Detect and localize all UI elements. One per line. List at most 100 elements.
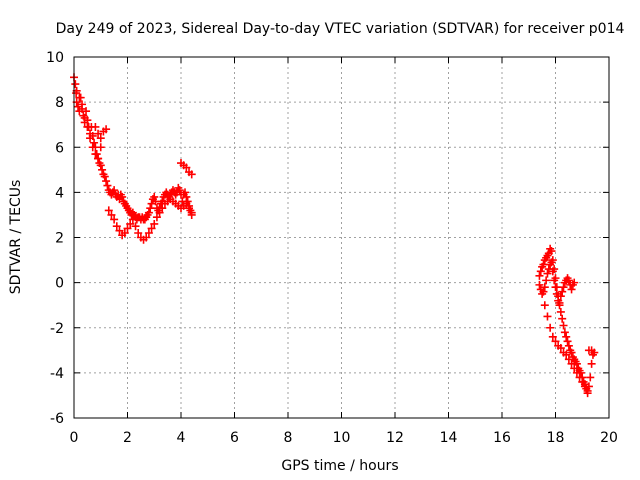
data-point	[82, 107, 91, 116]
data-point	[102, 125, 111, 134]
data-point	[78, 104, 87, 113]
data-point	[110, 186, 119, 195]
data-point	[540, 283, 549, 292]
data-point	[570, 278, 579, 287]
data-point	[551, 283, 560, 292]
data-point	[551, 337, 560, 346]
data-point	[562, 332, 571, 341]
data-point	[546, 323, 555, 332]
y-tick-label: -4	[50, 366, 64, 382]
x-tick-label: 14	[440, 430, 458, 446]
data-point	[567, 348, 576, 357]
data-point	[96, 161, 105, 170]
data-point	[584, 346, 593, 355]
chart-title: Day 249 of 2023, Sidereal Day-to-day VTE…	[56, 21, 625, 37]
data-point	[556, 344, 565, 353]
data-point	[150, 219, 159, 228]
data-point	[147, 224, 156, 233]
y-tick-label: 4	[55, 185, 64, 201]
data-point	[547, 247, 556, 256]
data-point	[535, 271, 544, 280]
data-point	[96, 143, 105, 152]
data-point	[182, 199, 191, 208]
data-point	[126, 219, 135, 228]
y-tick-label: 2	[55, 231, 64, 247]
data-point	[548, 267, 557, 276]
data-point	[94, 129, 103, 138]
data-point	[131, 222, 140, 231]
data-point	[185, 204, 194, 213]
data-point	[578, 377, 587, 386]
data-point	[175, 186, 184, 195]
data-point	[100, 172, 109, 181]
data-point	[542, 276, 551, 285]
data-point	[74, 102, 83, 111]
data-point	[102, 177, 111, 186]
data-point	[586, 373, 595, 382]
x-tick-label: 2	[123, 430, 132, 446]
data-point	[558, 314, 567, 323]
data-point	[107, 210, 116, 219]
data-point	[152, 213, 161, 222]
data-point	[543, 312, 552, 321]
data-point	[150, 192, 159, 201]
data-point	[123, 224, 132, 233]
y-axis-label: SDTVAR / TECUs	[8, 180, 24, 295]
data-point	[118, 192, 127, 201]
data-point	[181, 188, 190, 197]
data-point	[559, 283, 568, 292]
data-point	[96, 134, 105, 143]
data-point	[110, 215, 119, 224]
data-point	[146, 204, 155, 213]
data-point	[548, 332, 557, 341]
data-point	[112, 222, 121, 231]
x-tick-label: 10	[333, 430, 351, 446]
data-point	[104, 206, 113, 215]
data-point	[572, 368, 581, 377]
data-point	[90, 138, 99, 147]
data-point	[71, 80, 80, 89]
y-tick-label: 0	[55, 276, 64, 292]
y-tick-label: 6	[55, 140, 64, 156]
tick-labels: 0 2 4 6 8 10 12 14 16 18 20 -6 -4 -2 0 2 4 6 8 10	[46, 50, 618, 446]
x-axis-label: GPS time / hours	[281, 458, 398, 474]
data-point	[115, 226, 124, 235]
x-tick-label: 6	[230, 430, 239, 446]
data-point	[86, 134, 95, 143]
series-early-pass-branch	[72, 86, 196, 244]
data-point	[158, 204, 167, 213]
data-point	[560, 328, 569, 337]
x-tick-label: 4	[177, 430, 186, 446]
data-point	[564, 341, 573, 350]
data-point	[552, 289, 561, 298]
gridlines	[74, 57, 609, 418]
data-point	[564, 276, 573, 285]
data-point	[536, 267, 545, 276]
x-tick-label: 8	[284, 430, 293, 446]
data-point	[570, 364, 579, 373]
data-point	[98, 165, 107, 174]
data-point	[128, 215, 137, 224]
data-point	[75, 93, 84, 102]
data-point	[543, 269, 552, 278]
data-point	[580, 382, 589, 391]
x-tick-label: 12	[386, 430, 404, 446]
data-point	[556, 307, 565, 316]
plot-frame	[73, 56, 610, 419]
data-point	[147, 199, 156, 208]
data-point	[91, 150, 100, 159]
data-point	[182, 163, 191, 172]
data-point	[539, 287, 548, 296]
data-point	[182, 192, 191, 201]
data-point	[144, 208, 153, 217]
data-point	[564, 355, 573, 364]
y-tick-label: 10	[46, 50, 64, 66]
data-point	[544, 265, 553, 274]
data-point	[94, 154, 103, 163]
data-point	[567, 285, 576, 294]
data-point	[555, 298, 564, 307]
x-tick-label: 20	[600, 430, 618, 446]
x-tick-label: 18	[547, 430, 565, 446]
data-point	[539, 260, 548, 269]
